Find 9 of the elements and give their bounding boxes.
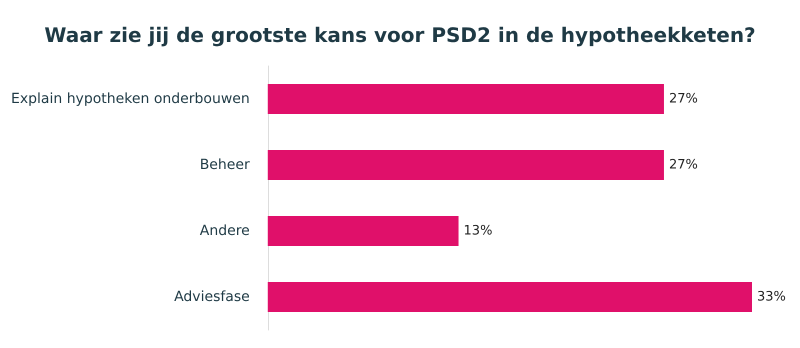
- y-tick-label: Beheer: [200, 157, 250, 173]
- y-tick-label: Adviesfase: [174, 289, 250, 305]
- chart-title: Waar zie jij de grootste kans voor PSD2 in de hypotheekketen?: [44, 23, 756, 47]
- data-label: 27%: [668, 158, 698, 172]
- y-tick-label: Explain hypotheken onderbouwen: [10, 91, 250, 107]
- data-label: 27%: [668, 92, 698, 106]
- data-label: 13%: [464, 224, 492, 238]
- y-tick-label: Andere: [200, 223, 250, 239]
- data-label: 33%: [757, 290, 786, 304]
